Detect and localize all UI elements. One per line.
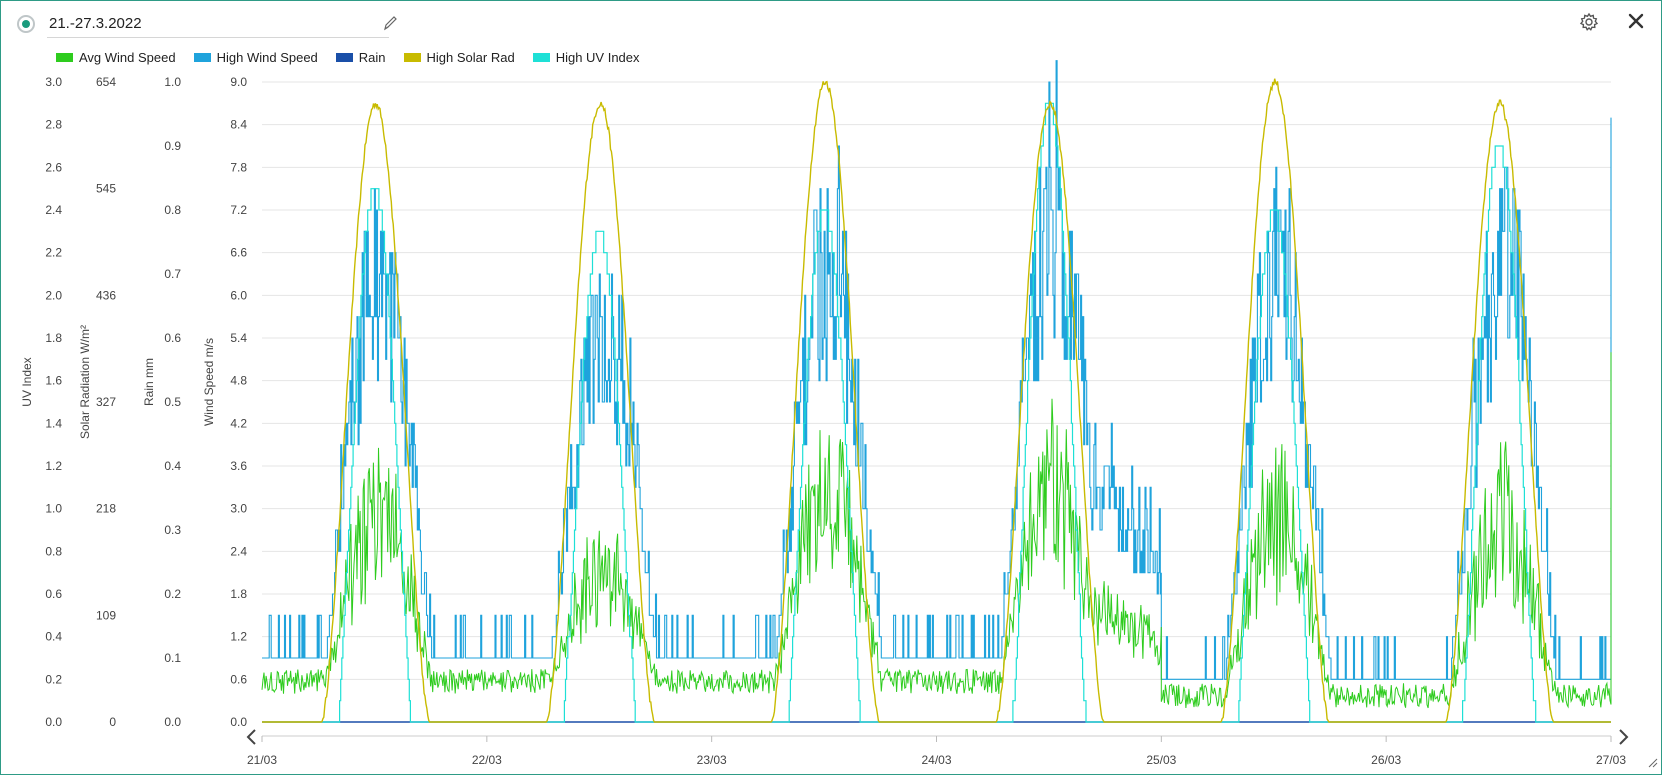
y-tick-label: 3.6 [230, 459, 247, 473]
y-tick-label: 2.0 [45, 288, 62, 302]
y-tick-label: 7.8 [230, 160, 247, 174]
y-tick-label: 3.0 [230, 502, 247, 516]
y-axis-title: Rain mm [142, 358, 156, 406]
close-icon[interactable] [1626, 11, 1646, 31]
y-tick-label: 0.6 [164, 331, 181, 345]
x-axis: 21/03 22/03 23/03 24/03 25/03 26/03 27/03 [247, 735, 1626, 767]
x-tick-label: 23/03 [697, 753, 727, 767]
y-tick-label: 0.8 [45, 544, 62, 558]
pencil-icon[interactable] [381, 13, 399, 33]
chevron-right-icon [1619, 729, 1629, 745]
y-tick-label: 1.8 [230, 587, 247, 601]
y-tick-label: 2.8 [45, 118, 62, 132]
y-tick-label: 0.0 [45, 715, 62, 729]
y-tick-label: 0.5 [164, 395, 181, 409]
y-tick-label: 0.6 [230, 672, 247, 686]
y-tick-label: 654 [96, 75, 116, 89]
y-tick-label: 327 [96, 395, 116, 409]
legend-item-avg-wind[interactable]: Avg Wind Speed [56, 47, 176, 67]
y-tick-label: 0.4 [164, 459, 181, 473]
y-tick-label: 218 [96, 502, 116, 516]
title-underline [47, 37, 389, 38]
y-axes: 0.0 0.2 0.4 0.6 0.8 1.0 1.2 1.4 1.6 1.8 2.0 2.2 2.4 2… [20, 75, 247, 729]
y-tick-label: 2.6 [45, 160, 62, 174]
period-title: 21.-27.3.2022 [49, 15, 142, 32]
y-tick-label: 8.4 [230, 118, 247, 132]
gear-icon[interactable] [1579, 12, 1599, 32]
y-tick-label: 9.0 [230, 75, 247, 89]
y-tick-label: 0.2 [164, 587, 181, 601]
y-tick-label: 1.2 [45, 459, 62, 473]
series-layer [261, 60, 1612, 723]
y-tick-label: 0.4 [45, 630, 62, 644]
x-tick-label: 27/03 [1596, 753, 1626, 767]
legend-label: High Wind Speed [216, 49, 318, 65]
y-tick-label: 436 [96, 288, 116, 302]
y-tick-label: 1.8 [45, 331, 62, 345]
y-tick-label: 545 [96, 182, 116, 196]
y-axis-title: Wind Speed m/s [202, 338, 216, 426]
high-uv-index-series [262, 102, 1611, 723]
legend-swatch [532, 52, 550, 62]
y-tick-label: 0.6 [45, 587, 62, 601]
avg-wind-speed-series [261, 352, 1612, 709]
y-axis-title: Solar Radiation W/m² [78, 325, 92, 439]
y-tick-label: 109 [96, 608, 116, 622]
x-tick-label: 21/03 [247, 753, 277, 767]
legend-item-high-wind[interactable]: High Wind Speed [193, 47, 318, 67]
y-tick-label: 1.0 [164, 75, 181, 89]
y-tick-label: 2.4 [230, 544, 247, 558]
y-tick-label: 7.2 [230, 203, 247, 217]
y-tick-label: 0.2 [45, 672, 62, 686]
y-tick-label: 1.4 [45, 416, 62, 430]
legend-label: High UV Index [555, 49, 640, 65]
y-tick-label: 2.4 [45, 203, 62, 217]
y-tick-label: 6.0 [230, 288, 247, 302]
y-tick-label: 4.2 [230, 416, 247, 430]
legend-label: Avg Wind Speed [79, 49, 176, 65]
x-tick-label: 26/03 [1371, 753, 1401, 767]
y-tick-label: 6.6 [230, 246, 247, 260]
y-tick-label: 2.2 [45, 246, 62, 260]
y-tick-label: 3.0 [45, 75, 62, 89]
gridlines [262, 81, 1611, 723]
y-tick-label: 0.7 [164, 267, 181, 281]
y-tick-label: 4.8 [230, 374, 247, 388]
chart-navigation [246, 729, 1658, 768]
legend-item-solar[interactable]: High Solar Rad [403, 47, 515, 67]
x-tick-label: 24/03 [921, 753, 951, 767]
radio-selected-icon[interactable] [17, 15, 35, 33]
y-tick-label: 0.1 [164, 651, 181, 665]
x-tick-label: 25/03 [1146, 753, 1176, 767]
legend-item-rain[interactable]: Rain [335, 47, 386, 67]
legend-swatch [403, 52, 421, 62]
legend-swatch [56, 52, 73, 62]
legend-swatch [335, 52, 353, 62]
y-tick-label: 0 [109, 715, 116, 729]
y-tick-label: 1.6 [45, 374, 62, 388]
y-tick-label: 0.0 [230, 715, 247, 729]
legend-item-uv[interactable]: High UV Index [532, 47, 640, 67]
y-tick-label: 0.8 [164, 203, 181, 217]
title-bar: 21.-27.3.2022 [17, 13, 399, 38]
legend-label: Rain [358, 49, 386, 65]
chevron-left-icon [246, 729, 256, 745]
x-tick-label: 22/03 [472, 753, 502, 767]
high-wind-speed-series [262, 60, 1612, 680]
y-tick-label: 1.0 [45, 502, 62, 516]
high-solar-rad-series [262, 78, 1611, 723]
y-tick-label: 1.2 [230, 630, 247, 644]
legend-swatch [193, 52, 211, 62]
y-tick-label: 0.3 [164, 523, 181, 537]
y-tick-label: 5.4 [230, 331, 247, 345]
y-axis-title: UV Index [20, 357, 34, 406]
resize-handle-icon [1648, 758, 1658, 768]
legend-label: High Solar Rad [426, 49, 515, 65]
y-tick-label: 0.0 [164, 715, 181, 729]
y-tick-label: 0.9 [164, 139, 181, 153]
chart-legend: Avg Wind Speed High Wind Speed Rain High… [56, 47, 658, 67]
